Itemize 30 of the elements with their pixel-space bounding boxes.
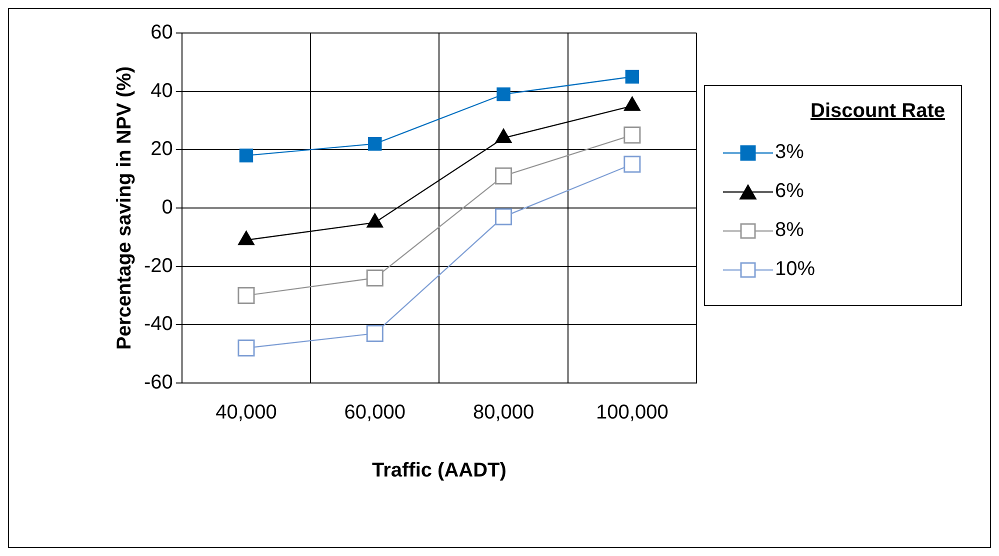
- point: [366, 324, 384, 342]
- point: [368, 136, 382, 151]
- legend-title: Discount Rate: [810, 100, 946, 123]
- y-tick-label: 20: [150, 138, 173, 160]
- y-tick-label: 40: [150, 80, 173, 102]
- point: [624, 126, 641, 144]
- x-tick-label: 80,000: [472, 402, 534, 424]
- point: [495, 167, 512, 184]
- legend-label: 3%: [775, 141, 804, 164]
- y-tick-label: 60: [150, 22, 173, 44]
- x-tick-label: 60,000: [344, 402, 406, 424]
- x-axis-title: Traffic (AADT): [372, 460, 506, 482]
- x-tick-label: 100,000: [596, 402, 668, 424]
- point: [495, 208, 512, 226]
- y-tick-label: -20: [144, 254, 173, 277]
- legend-label: 6%: [775, 180, 804, 203]
- legend-label: 10%: [775, 258, 816, 281]
- y-tick-label: -60: [144, 372, 173, 394]
- point: [238, 286, 255, 304]
- point: [496, 87, 510, 102]
- legend-label: 8%: [775, 219, 804, 242]
- point: [366, 269, 384, 287]
- y-tick-label: -40: [144, 313, 173, 336]
- point: [238, 339, 255, 357]
- x-tick-label: 40,000: [216, 402, 277, 424]
- y-tick-label: 0: [162, 196, 173, 219]
- point: [239, 148, 254, 162]
- y-axis-title: Percentage saving in NPV (%): [114, 66, 136, 350]
- point: [625, 70, 640, 84]
- point: [624, 156, 641, 173]
